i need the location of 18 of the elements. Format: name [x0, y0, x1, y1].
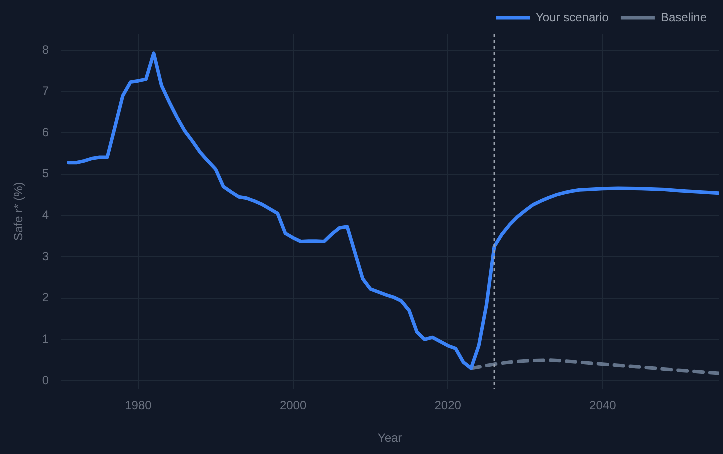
y-tick-label: 1: [42, 332, 50, 346]
y-tick-label: 2: [42, 290, 50, 305]
x-tick-label: 1980: [125, 398, 152, 413]
x-axis-title: Year: [378, 431, 402, 446]
legend-label: Your scenario: [536, 10, 610, 24]
y-tick-label: 7: [42, 84, 50, 98]
y-tick-label: 0: [42, 373, 50, 388]
legend-label: Baseline: [660, 10, 708, 24]
x-tick-label: 2000: [280, 398, 307, 413]
x-tick-label: 2020: [434, 398, 462, 413]
line-series: [470, 358, 719, 376]
y-tick-label: 6: [42, 125, 50, 140]
y-tick-label: 5: [42, 166, 50, 181]
y-axis-title: Safe r* (%): [12, 182, 26, 241]
x-tick-label: 2040: [590, 398, 617, 413]
y-tick-label: 3: [42, 249, 50, 264]
y-tick-label: 8: [42, 42, 50, 57]
y-tick-label: 4: [42, 208, 50, 222]
